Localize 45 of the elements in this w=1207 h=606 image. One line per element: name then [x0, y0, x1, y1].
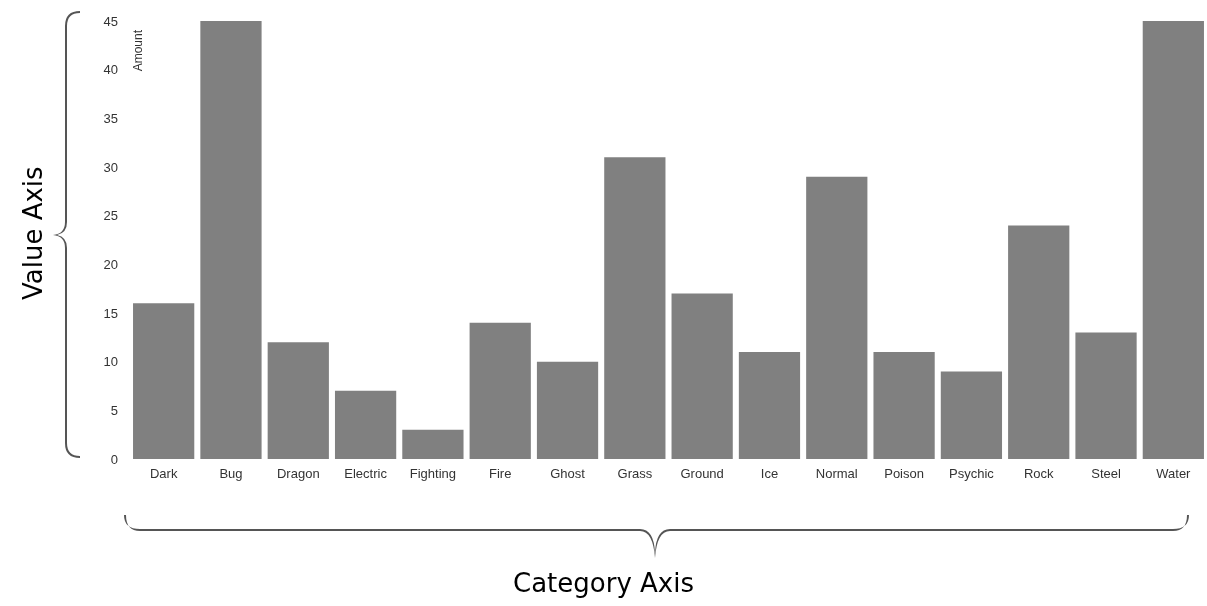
x-tick-label: Psychic: [949, 466, 995, 481]
y-tick-label: 5: [110, 402, 118, 418]
text: Value Axis: [18, 166, 48, 300]
bar: [402, 429, 464, 459]
y-tick-label: 40: [103, 62, 118, 78]
bar: [334, 390, 397, 459]
bar: [671, 293, 733, 459]
bar: [604, 157, 666, 459]
x-tick-label: Fighting: [409, 466, 457, 481]
x-tick-label: Dragon: [276, 466, 320, 481]
x-tick-label: Electric: [344, 466, 388, 481]
bar: [267, 342, 329, 459]
x-tick-label: Dark: [149, 466, 178, 481]
y-axis-title: Amount: [131, 29, 145, 72]
bar: [536, 361, 599, 459]
x-tick-label: Bug: [219, 466, 243, 481]
x-tick-label: Rock: [1023, 466, 1055, 481]
y-tick-label: 25: [103, 208, 118, 224]
bar: [1008, 225, 1070, 459]
bar: [1142, 21, 1204, 459]
bar: [469, 322, 531, 459]
x-tick-label: Ghost: [550, 466, 586, 481]
text: Category Axis: [513, 568, 694, 598]
y-tick-label: 20: [103, 256, 118, 272]
bar: [806, 176, 868, 459]
bar: [133, 303, 195, 459]
x-tick-label: Grass: [617, 466, 653, 481]
bar: [1075, 332, 1137, 459]
y-tick-label: 15: [103, 305, 118, 321]
bar: [200, 21, 262, 459]
x-tick-label: Ice: [760, 466, 779, 481]
x-tick-label: Steel: [1091, 466, 1121, 481]
x-tick-label: Normal: [815, 466, 858, 481]
x-tick-label: Poison: [884, 466, 924, 481]
y-tick-label: 0: [110, 451, 118, 467]
y-tick-label: 10: [103, 354, 118, 370]
y-tick-label: 35: [103, 110, 118, 126]
bar: [873, 351, 935, 459]
bar: [940, 371, 1003, 459]
x-tick-label: Ground: [680, 466, 724, 481]
y-tick-label: 45: [103, 13, 118, 29]
bar: [738, 351, 801, 459]
x-tick-label: Fire: [489, 466, 512, 481]
x-tick-label: Water: [1156, 466, 1192, 481]
y-tick-label: 30: [103, 159, 118, 175]
